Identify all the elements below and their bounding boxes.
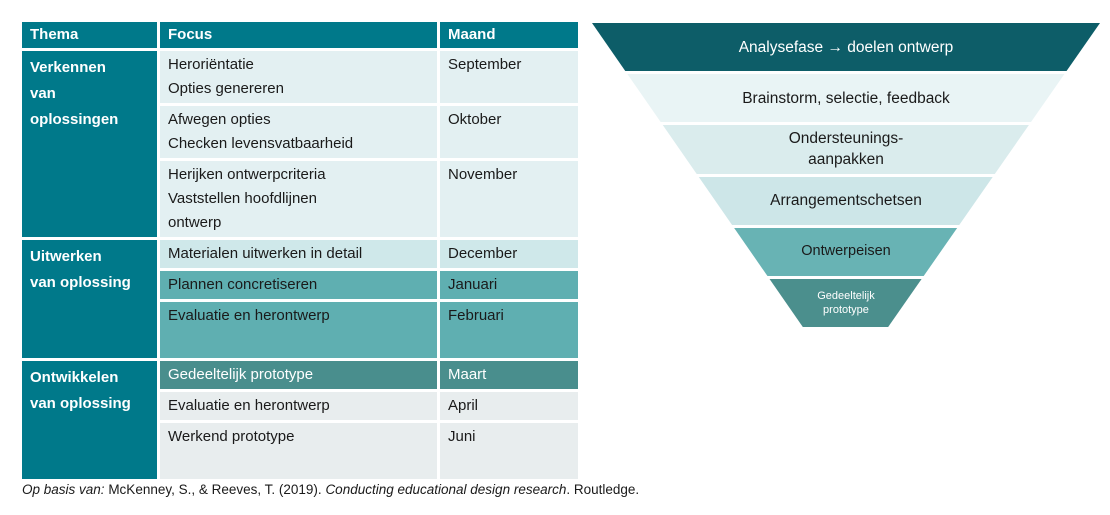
column-header-thema: Thema — [22, 22, 157, 48]
focus-cell: Afwegen opties Checken levensvatbaarheid — [160, 106, 437, 158]
focus-cell: Heroriëntatie Opties genereren — [160, 51, 437, 103]
focus-cell: Evaluatie en herontwerp — [160, 392, 437, 420]
funnel-level-5: Ontwerpeisen — [592, 227, 1100, 276]
citation: Op basis van: McKenney, S., & Reeves, T.… — [22, 481, 1092, 499]
thema-cell-3: Ontwikkelen van oplossing — [22, 361, 157, 479]
citation-suffix: . Routledge. — [566, 482, 640, 497]
funnel-level-2: Brainstorm, selectie, feedback — [592, 74, 1100, 123]
focus-cell: Gedeeltelijk prototype — [160, 361, 437, 389]
focus-cell: Evaluatie en herontwerp — [160, 302, 437, 358]
maand-cell: Juni — [440, 423, 578, 479]
citation-title: Conducting educational design research — [325, 482, 567, 497]
maand-cell: Februari — [440, 302, 578, 358]
maand-cell: April — [440, 392, 578, 420]
design-funnel: Analysefase → doelen ontwerp Brainstorm, … — [592, 23, 1100, 327]
funnel-level-3: Ondersteunings- aanpakken — [592, 125, 1100, 174]
thema-cell-2: Uitwerken van oplossing — [22, 240, 157, 358]
citation-prefix: Op basis van: — [22, 482, 105, 497]
maand-cell: Oktober — [440, 106, 578, 158]
focus-cell: Herijken ontwerpcriteria Vaststellen hoo… — [160, 161, 437, 237]
focus-cell: Plannen concretiseren — [160, 271, 437, 299]
funnel-level-6: Gedeeltelijk prototype — [592, 278, 1100, 327]
maand-cell: Maart — [440, 361, 578, 389]
column-header-maand: Maand — [440, 22, 578, 48]
maand-cell: September — [440, 51, 578, 103]
thema-cell-1: Verkennen van oplossingen — [22, 51, 157, 237]
maand-cell: December — [440, 240, 578, 268]
focus-cell: Werkend prototype — [160, 423, 437, 479]
funnel-level-4: Arrangementschetsen — [592, 176, 1100, 225]
maand-cell: Januari — [440, 271, 578, 299]
phase-table: Thema Focus Maand Verkennen van oplossingen… — [22, 22, 578, 479]
citation-authors: McKenney, S., & Reeves, T. (2019). — [108, 482, 322, 497]
focus-cell: Materialen uitwerken in detail — [160, 240, 437, 268]
maand-cell: November — [440, 161, 578, 237]
funnel-level-1: Analysefase → doelen ontwerp — [592, 23, 1100, 72]
column-header-focus: Focus — [160, 22, 437, 48]
